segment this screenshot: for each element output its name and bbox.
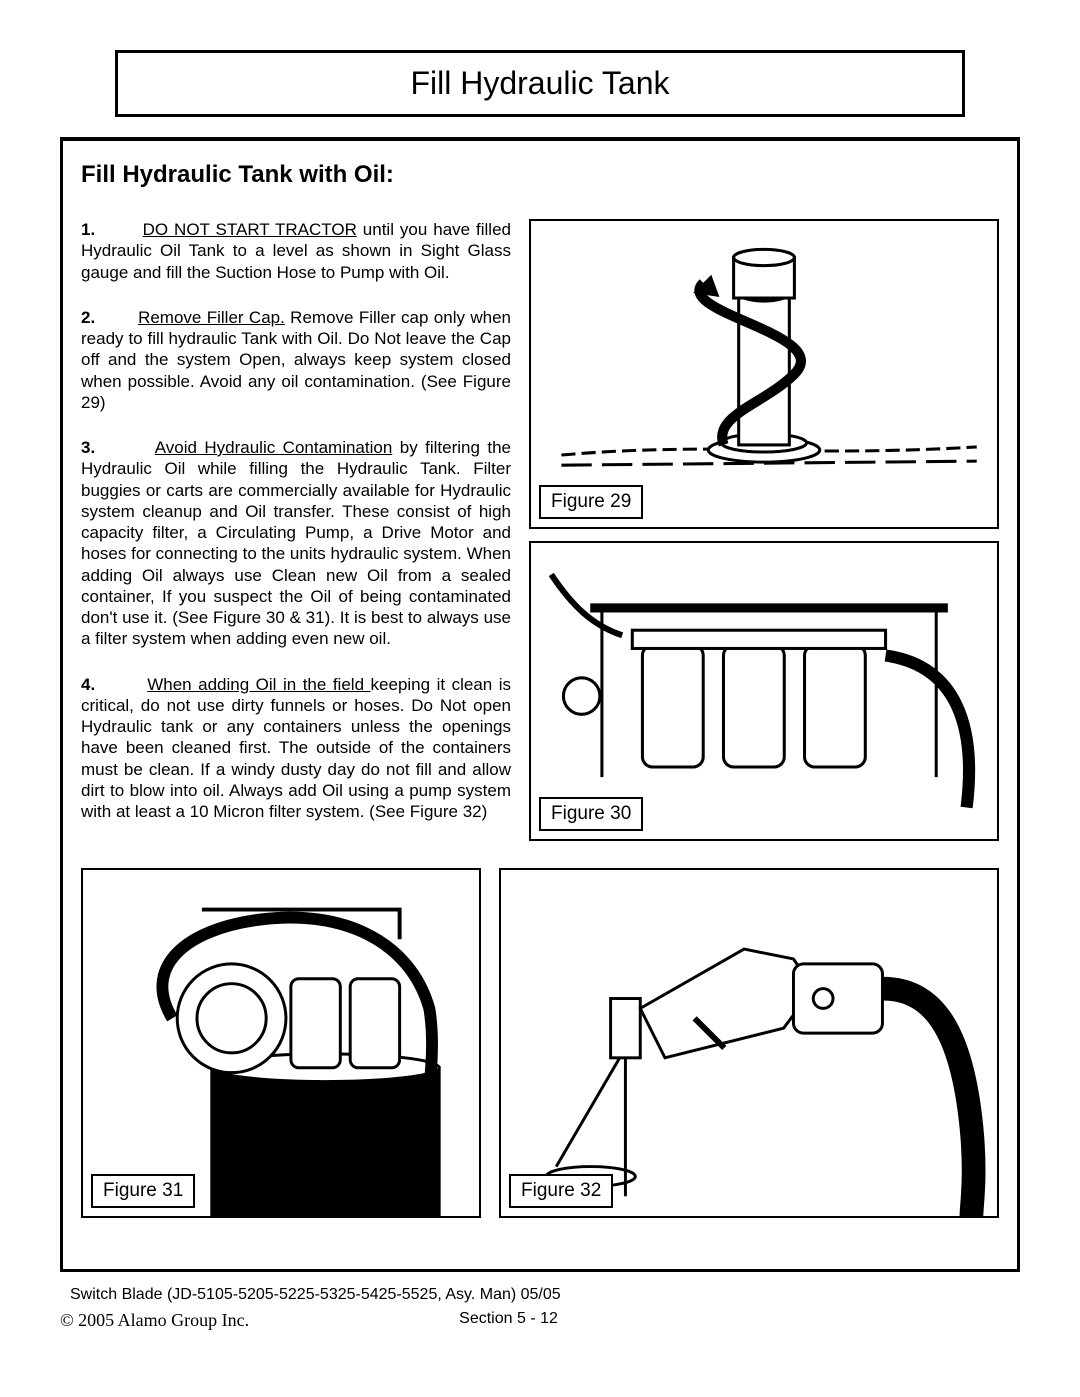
item-body: by filtering the Hydraulic Oil while fil… <box>81 438 511 648</box>
item-lead: Avoid Hydraulic Contamination <box>155 438 393 457</box>
item-lead: DO NOT START TRACTOR <box>143 220 357 239</box>
item-number: 1. <box>81 220 95 239</box>
figure-label: Figure 29 <box>539 485 643 519</box>
item-number: 2. <box>81 308 95 327</box>
figure-label: Figure 30 <box>539 797 643 831</box>
pump-drum-illustration <box>83 870 479 1216</box>
instruction-item: 2. Remove Filler Cap. Remove Filler cap … <box>81 307 511 413</box>
fill-nozzle-illustration <box>501 870 997 1216</box>
page-footer: Switch Blade (JD-5105-5205-5225-5325-542… <box>60 1286 1020 1331</box>
figure-label: Figure 32 <box>509 1174 613 1208</box>
instruction-column: 1. DO NOT START TRACTOR until you have f… <box>81 219 511 846</box>
content-frame: Fill Hydraulic Tank with Oil: 1. DO NOT … <box>60 137 1020 1272</box>
footer-model-line: Switch Blade (JD-5105-5205-5225-5325-542… <box>70 1286 1020 1304</box>
item-number: 4. <box>81 675 95 694</box>
figure-31: Figure 31 <box>81 868 481 1218</box>
item-body: keeping it clean is critical, do not use… <box>81 675 511 822</box>
figure-32: Figure 32 <box>499 868 999 1218</box>
instruction-item: 4. When adding Oil in the field keeping … <box>81 674 511 823</box>
page-title-box: Fill Hydraulic Tank <box>115 50 966 117</box>
page-title: Fill Hydraulic Tank <box>410 65 669 101</box>
figure-29: Figure 29 <box>529 219 999 529</box>
upper-columns: 1. DO NOT START TRACTOR until you have f… <box>81 219 999 846</box>
filter-cart-illustration <box>531 543 997 839</box>
instruction-item: 1. DO NOT START TRACTOR until you have f… <box>81 219 511 283</box>
manual-page: Fill Hydraulic Tank Fill Hydraulic Tank … <box>0 0 1080 1397</box>
item-number: 3. <box>81 438 95 457</box>
figure-30: Figure 30 <box>529 541 999 841</box>
footer-section: Section 5 - 12 <box>459 1310 558 1331</box>
item-lead: When adding Oil in the field <box>147 675 370 694</box>
instruction-item: 3. Avoid Hydraulic Contamination by filt… <box>81 437 511 650</box>
figure-label: Figure 31 <box>91 1174 195 1208</box>
section-subtitle: Fill Hydraulic Tank with Oil: <box>81 161 999 189</box>
item-lead: Remove Filler Cap. <box>138 308 285 327</box>
filler-cap-illustration <box>531 221 997 527</box>
bottom-figure-row: Figure 31 Figure 32 <box>81 868 999 1218</box>
figure-column: Figure 29 <box>529 219 999 846</box>
footer-copyright: © 2005 Alamo Group Inc. <box>60 1310 249 1331</box>
